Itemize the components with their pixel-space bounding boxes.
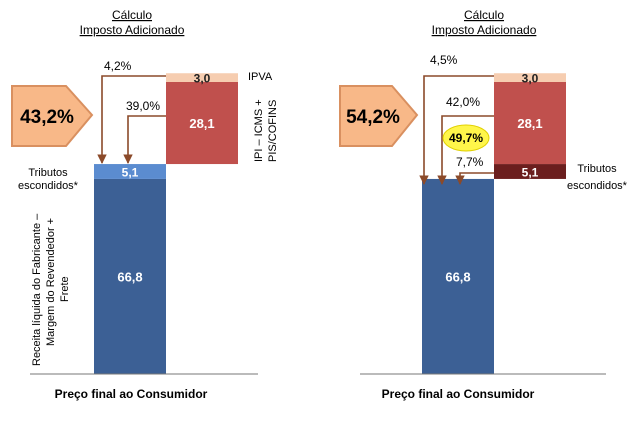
- pis-cofins-label: PIS/COFINS: [267, 100, 279, 162]
- bar-tributos-escondidos: [94, 164, 166, 179]
- hidden-taxes-label-line1: Tributos: [577, 163, 617, 175]
- pct-label-4-5: 4,5%: [430, 53, 458, 67]
- ipi-icms-label: IPI – ICMS +: [253, 99, 265, 162]
- bar-ipva-value: 3,0: [194, 72, 211, 86]
- pct-label-39-0: 39,0%: [126, 99, 160, 113]
- bar-receita-liquida-value: 66,8: [117, 269, 142, 284]
- bar-tributos-escondidos: [494, 164, 566, 179]
- arrow-42-0: [437, 115, 494, 185]
- total-tax-badge: [339, 85, 419, 147]
- y-axis-label-line2: Margem do Revendedor +: [45, 218, 57, 346]
- x-axis-label: Preço final ao Consumidor: [55, 387, 208, 401]
- bar-ipi-icms-pis-cofins: [166, 82, 238, 165]
- chart-header-line2: Imposto Adicionado: [80, 23, 185, 37]
- highlight-badge-label: 49,7%: [449, 131, 483, 145]
- arrow-39-0: [123, 115, 166, 164]
- pct-label-42-0: 42,0%: [446, 95, 480, 109]
- total-tax-badge-label: 43,2%: [20, 107, 74, 128]
- bar-tributos-escondidos-value: 5,1: [522, 165, 539, 179]
- hidden-taxes-label-line2: escondidos*: [18, 180, 79, 192]
- bar-receita-liquida-value: 66,8: [445, 269, 470, 284]
- bar-ipi-icms-pis-cofins: [494, 82, 566, 165]
- chart-right: Cálculo Imposto Adicionado 54,2% 66,8 5,…: [339, 8, 628, 401]
- bar-tributos-escondidos-value: 5,1: [122, 165, 139, 179]
- chart-header-line2: Imposto Adicionado: [432, 23, 537, 37]
- y-axis-label-line1: Receita líquida do Fabricante –: [31, 213, 43, 366]
- bar-receita-liquida: [422, 178, 494, 374]
- bar-ipva-value: 3,0: [522, 72, 539, 86]
- chart-header-line1: Cálculo: [112, 8, 152, 22]
- x-axis-label: Preço final ao Consumidor: [382, 387, 535, 401]
- highlight-badge: [442, 124, 490, 152]
- arrow-7-7: [455, 172, 494, 185]
- bar-ipva: [166, 73, 238, 82]
- chart-left: Cálculo Imposto Adicionado 43,2% 66,8 5,…: [11, 8, 279, 401]
- y-axis-label-line3: Frete: [59, 276, 71, 302]
- bar-receita-liquida: [94, 178, 166, 374]
- total-tax-badge: [11, 85, 94, 147]
- arrow-4-2: [97, 75, 166, 164]
- ipva-label: IPVA: [248, 71, 273, 83]
- pct-label-7-7: 7,7%: [456, 155, 484, 169]
- bar-ipva: [494, 73, 566, 82]
- bar-ipi-icms-pis-cofins-value: 28,1: [517, 116, 542, 131]
- arrow-4-5: [419, 75, 494, 185]
- pct-label-4-2: 4,2%: [104, 59, 132, 73]
- hidden-taxes-label-line2: escondidos*: [567, 180, 628, 192]
- total-tax-badge-label: 54,2%: [346, 107, 400, 128]
- chart-header-line1: Cálculo: [464, 8, 504, 22]
- bar-ipi-icms-pis-cofins-value: 28,1: [189, 116, 214, 131]
- hidden-taxes-label-line1: Tributos: [28, 167, 68, 179]
